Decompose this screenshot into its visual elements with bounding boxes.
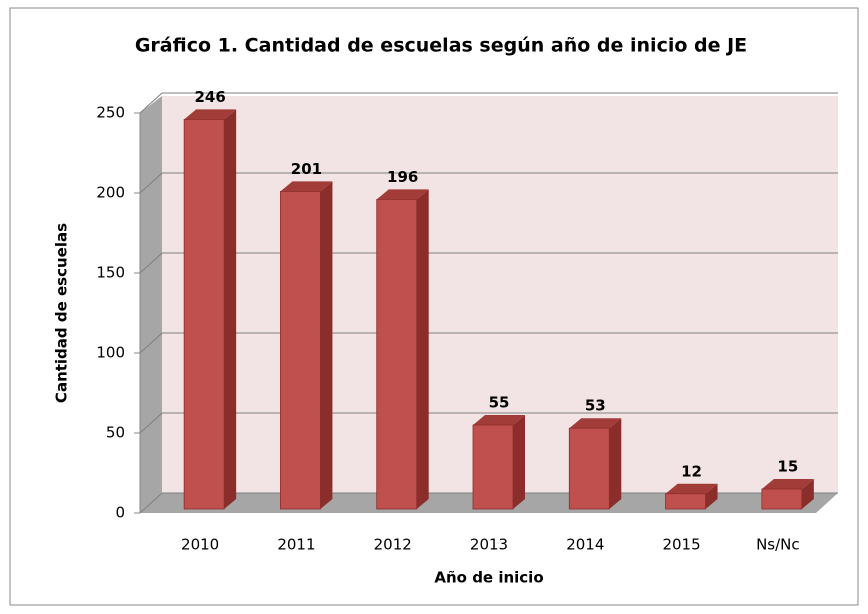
bar bbox=[224, 109, 237, 510]
bar bbox=[280, 190, 321, 510]
side-wall bbox=[140, 96, 162, 513]
grid-line bbox=[139, 492, 163, 514]
bar bbox=[280, 181, 333, 192]
bar bbox=[569, 418, 622, 429]
grid-line bbox=[139, 252, 163, 274]
data-label: 201 bbox=[291, 160, 322, 178]
bar bbox=[320, 181, 333, 509]
x-axis-label: Año de inicio bbox=[434, 569, 543, 587]
data-label: 15 bbox=[777, 458, 798, 476]
bar bbox=[665, 483, 718, 494]
bar bbox=[376, 198, 418, 510]
data-label: 12 bbox=[681, 462, 702, 480]
bar bbox=[183, 119, 225, 510]
x-tick-label: 2015 bbox=[662, 536, 700, 554]
bar bbox=[705, 483, 718, 509]
bar bbox=[184, 109, 237, 120]
grid-line bbox=[139, 412, 163, 434]
bar bbox=[761, 488, 803, 510]
y-tick-label: 250 bbox=[96, 104, 125, 122]
x-tick-label: 2011 bbox=[277, 536, 315, 554]
grid-line bbox=[139, 92, 163, 114]
bar bbox=[568, 427, 610, 510]
x-tick-label: Ns/Nc bbox=[756, 536, 800, 554]
y-tick-label: 50 bbox=[106, 424, 125, 442]
y-axis-label: Cantidad de escuelas bbox=[53, 223, 71, 403]
bar bbox=[761, 479, 814, 489]
data-label: 53 bbox=[585, 397, 606, 415]
grid-line bbox=[139, 172, 163, 194]
y-tick-label: 0 bbox=[115, 504, 125, 522]
data-label: 55 bbox=[489, 394, 510, 412]
y-tick-label: 100 bbox=[96, 344, 125, 362]
chart-title: Gráfico 1. Cantidad de escuelas según añ… bbox=[135, 35, 747, 57]
bar bbox=[473, 415, 525, 425]
bar bbox=[609, 418, 622, 509]
y-tick-label: 200 bbox=[96, 184, 125, 202]
data-label: 246 bbox=[194, 88, 225, 106]
x-tick-label: 2013 bbox=[470, 536, 508, 554]
x-tick-label: 2012 bbox=[374, 536, 412, 554]
bar bbox=[665, 493, 706, 510]
bar bbox=[416, 189, 429, 509]
x-tick-label: 2010 bbox=[181, 536, 219, 554]
bar bbox=[472, 424, 514, 510]
grid-line bbox=[139, 332, 163, 354]
bar bbox=[376, 189, 429, 200]
y-tick-label: 150 bbox=[96, 264, 125, 282]
x-tick-label: 2014 bbox=[566, 536, 604, 554]
bar bbox=[513, 415, 525, 509]
data-label: 196 bbox=[387, 168, 418, 186]
